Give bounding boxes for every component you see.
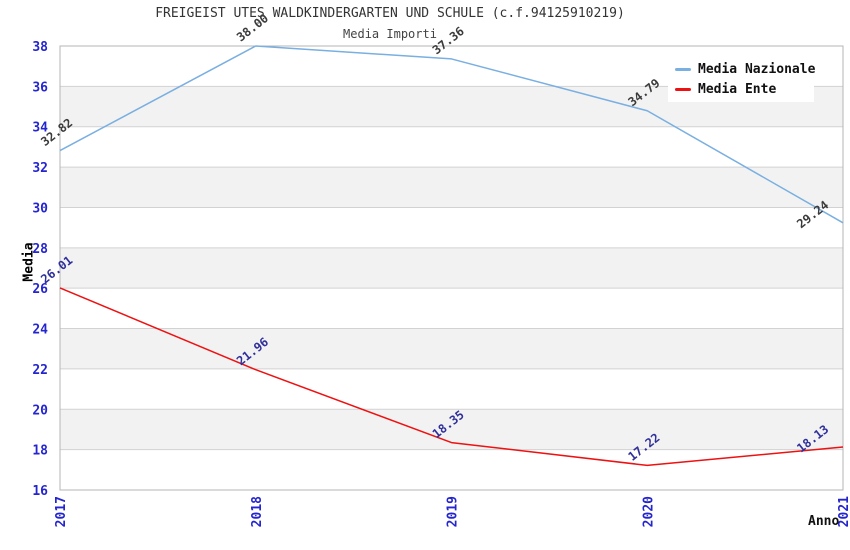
x-tick-label: 2017 [54, 496, 69, 527]
legend: Media Nazionale Media Ente [668, 56, 815, 102]
y-tick-label: 20 [32, 403, 48, 418]
x-tick-label: 2018 [250, 496, 265, 527]
legend-item-media-ente: Media Ente [675, 82, 810, 97]
legend-swatch-media-ente [675, 88, 691, 91]
y-tick-label: 30 [32, 201, 48, 216]
x-tick-label: 2019 [446, 496, 461, 527]
y-tick-label: 32 [32, 161, 48, 176]
x-tick-label: 2020 [641, 496, 656, 527]
plot-band [60, 247, 843, 289]
data-label-media-nazionale: 37.36 [430, 24, 467, 57]
y-tick-label: 18 [32, 444, 48, 459]
plot-band [60, 328, 843, 369]
x-axis-label: Anno [808, 514, 840, 529]
legend-label-media-ente: Media Ente [698, 82, 777, 97]
chart-subtitle: Media Importi [343, 27, 437, 41]
y-tick-label: 16 [32, 484, 48, 499]
y-tick-label: 24 [32, 323, 48, 338]
legend-label-media-nazionale: Media Nazionale [698, 62, 816, 77]
y-tick-label: 36 [32, 80, 48, 95]
chart-title: FREIGEIST UTES WALDKINDERGARTEN UND SCHU… [155, 6, 625, 21]
y-tick-label: 28 [32, 242, 48, 257]
y-tick-label: 34 [32, 121, 48, 136]
plot-band [60, 167, 843, 208]
data-label-media-nazionale: 38.00 [234, 11, 271, 44]
legend-swatch-media-nazionale [675, 68, 691, 71]
legend-item-media-nazionale: Media Nazionale [675, 62, 815, 77]
series-line-media-ente [59, 287, 844, 467]
y-axis-label: Media [21, 242, 37, 282]
series-line-media-nazionale [59, 45, 844, 224]
y-tick-label: 22 [32, 363, 48, 378]
y-tick-label: 38 [32, 40, 48, 55]
y-tick-label: 26 [32, 282, 48, 297]
x-tick-label: 2021 [837, 496, 850, 527]
plot-border [59, 45, 844, 491]
